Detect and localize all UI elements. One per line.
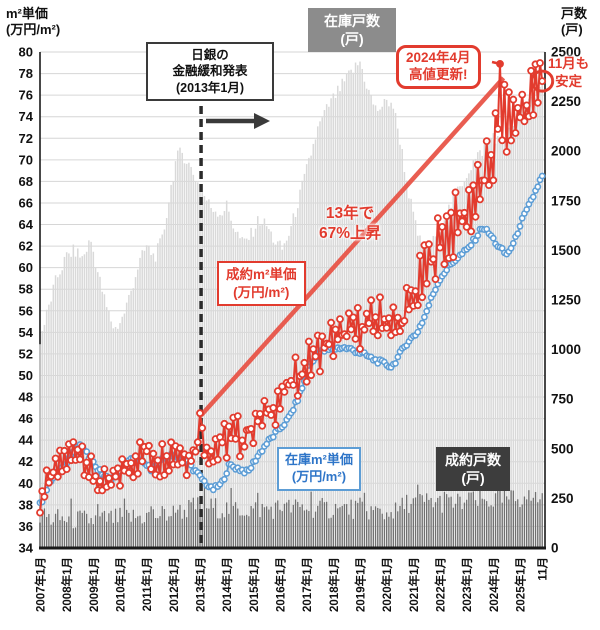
svg-text:11月: 11月 [537,557,550,581]
svg-text:2012年1月: 2012年1月 [167,557,181,612]
svg-text:40: 40 [19,476,33,491]
svg-text:2014年1月: 2014年1月 [220,557,234,612]
svg-text:78: 78 [19,66,33,81]
svg-text:68: 68 [19,174,33,189]
boj-line2: 金融緩和発表 [172,64,248,79]
contract-count-line2: (戸) [461,470,485,487]
svg-text:70: 70 [19,152,33,167]
svg-text:1500: 1500 [551,243,581,258]
svg-text:62: 62 [19,239,33,254]
left-axis-title-line1: m²単価 [6,6,48,21]
svg-text:2010年1月: 2010年1月 [113,557,127,612]
svg-text:2000: 2000 [551,144,581,159]
nov-stable-label: 11月も 安定 [548,55,589,90]
record-high-line1: 2024年4月 [406,50,471,65]
svg-text:2011年1月: 2011年1月 [140,557,154,611]
contract-count-label: 成約戸数 (戸) [436,447,510,492]
svg-text:50: 50 [19,368,33,383]
right-axis-title-line1: 戸数 [561,6,588,21]
left-axis-title-line2: (万円/m²) [6,21,61,37]
svg-text:38: 38 [19,497,33,512]
series-contract-price [36,59,547,517]
inventory-price-line1: 在庫m²単価 [285,452,353,467]
svg-text:2023年1月: 2023年1月 [460,557,474,612]
nov-stable-line2: 安定 [555,73,583,89]
svg-text:2016年1月: 2016年1月 [273,557,287,612]
svg-text:80: 80 [19,45,33,60]
svg-text:76: 76 [19,88,33,103]
y-left-tick-labels: 80 78 76 74 72 70 68 66 64 62 60 58 56 54 52 50 48 46 44 42… [19,45,34,556]
boj-arrow [206,113,270,129]
x-tick-labels: 2007年1月 2008年1月 2009年1月 2010年1月 2011年1月 2012年… [34,557,550,612]
svg-text:750: 750 [551,392,574,407]
contract-count-line1: 成約戸数 [445,452,501,468]
svg-text:1750: 1750 [551,193,581,208]
svg-text:56: 56 [19,303,33,318]
svg-text:2022年1月: 2022年1月 [433,557,447,612]
callout-connector [491,60,504,68]
svg-text:2009年1月: 2009年1月 [87,557,101,612]
contract-units-bars [39,481,543,548]
svg-text:1250: 1250 [551,293,581,308]
svg-text:2500: 2500 [551,45,581,60]
record-high-callout: 2024年4月 高値更新! [396,45,481,89]
inventory-price-label: 在庫m²単価 (万円/m²) [277,447,361,491]
svg-text:52: 52 [19,346,33,361]
left-axis-title: m²単価 (万円/m²) [6,6,60,37]
svg-text:2019年1月: 2019年1月 [353,557,367,612]
right-axis-title-line2: (戸) [561,21,583,37]
rise-13y-line1: 13年で [325,205,375,222]
right-axis-title: 戸数 (戸) [561,6,587,37]
contract-price-line1: 成約m²単価 [226,267,297,282]
boj-line3: (2013年1月) [175,80,245,95]
svg-text:42: 42 [19,454,33,469]
svg-text:74: 74 [19,109,34,124]
svg-text:1000: 1000 [551,342,581,357]
svg-text:2024年1月: 2024年1月 [487,557,501,612]
svg-text:34: 34 [19,541,34,556]
svg-text:2020年1月: 2020年1月 [380,557,394,612]
inventory-count-line2: (戸) [340,31,364,48]
svg-text:66: 66 [19,195,33,210]
svg-text:2015年1月: 2015年1月 [247,557,261,612]
contract-price-line2: (万円/m²) [233,284,290,300]
boj-annotation-box: 日銀の 金融緩和発表 (2013年1月) [146,42,274,101]
svg-text:64: 64 [19,217,34,232]
svg-text:2008年1月: 2008年1月 [60,557,74,612]
trend-line-13y [199,76,506,417]
contract-price-label: 成約m²単価 (万円/m²) [217,261,306,307]
svg-text:58: 58 [19,282,33,297]
rise-13y-line2: 67%上昇 [318,225,382,243]
svg-text:250: 250 [551,491,574,506]
svg-text:2013年1月: 2013年1月 [193,557,207,612]
svg-text:0: 0 [551,541,559,556]
svg-text:2018年1月: 2018年1月 [327,557,341,612]
svg-text:36: 36 [19,519,33,534]
rise-13y-label: 13年で 67%上昇 [297,204,403,244]
svg-text:2021年1月: 2021年1月 [407,557,421,612]
svg-text:500: 500 [551,441,574,456]
svg-text:46: 46 [19,411,33,426]
svg-text:2007年1月: 2007年1月 [34,557,48,612]
record-high-line2: 高値更新! [409,66,468,82]
svg-text:48: 48 [19,390,33,405]
svg-text:2250: 2250 [551,94,581,109]
inventory-count-label: 在庫戸数 (戸) [308,8,396,53]
svg-text:2017年1月: 2017年1月 [300,557,314,612]
nov-highlight-circle [530,69,555,93]
inventory-price-line2: (万円/m²) [291,468,347,484]
inventory-count-line1: 在庫戸数 [324,13,380,29]
svg-text:2025年1月: 2025年1月 [513,557,527,612]
svg-text:72: 72 [19,131,33,146]
svg-text:54: 54 [19,325,34,340]
svg-text:44: 44 [19,433,34,448]
boj-line1: 日銀の [191,48,229,62]
svg-text:60: 60 [19,260,33,275]
nov-stable-line1: 11月も [548,56,590,71]
